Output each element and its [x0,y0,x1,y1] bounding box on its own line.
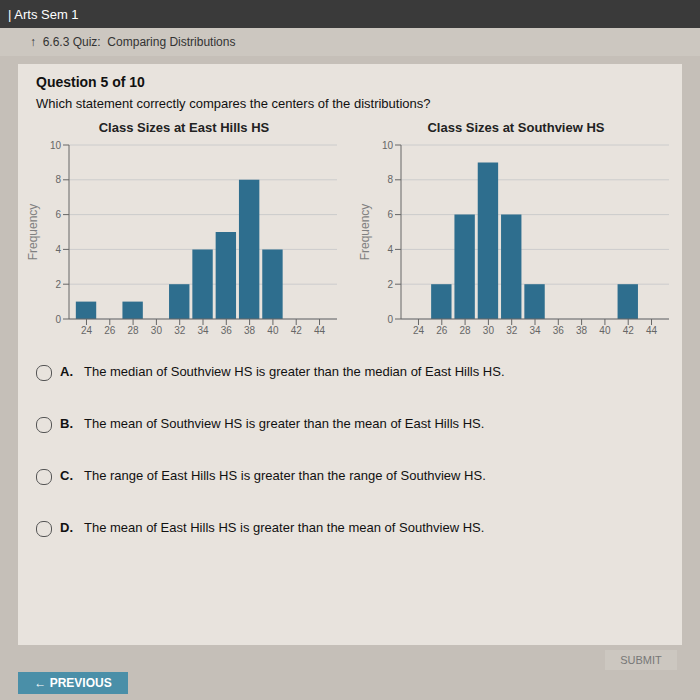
svg-text:34: 34 [197,325,209,336]
html-text:The mean of Southview HS is gr: The mean of Southview HS is greater than… [84,416,485,431]
svg-text:8: 8 [387,174,393,185]
svg-text:10: 10 [382,140,394,151]
svg-text:Frequency: Frequency [358,204,372,261]
svg-text:26: 26 [104,325,116,336]
svg-text:4: 4 [55,244,61,255]
html-text:The median of Southview HS is: The median of Southview HS is greater th… [84,364,505,379]
html-text:The range of East Hills HS is: The range of East Hills HS is greater th… [84,468,486,483]
svg-text:6: 6 [55,209,61,220]
html-text:↑ 6.6.3 Quiz: Comparing Distri: ↑ 6.6.3 Quiz: Comparing Distributions [30,35,236,49]
svg-text:44: 44 [646,325,658,336]
svg-text:32: 32 [506,325,518,336]
svg-text:38: 38 [576,325,588,336]
html-text:D.: D. [60,520,73,535]
svg-text:40: 40 [267,325,279,336]
html-text:The mean of East Hills HS is g: The mean of East Hills HS is greater tha… [84,520,485,535]
html-text:| Arts Sem 1: | Arts Sem 1 [8,6,79,22]
svg-text:0: 0 [55,314,61,325]
svg-text:2: 2 [387,279,393,290]
svg-text:34: 34 [529,325,541,336]
html-text:SUBMIT: SUBMIT [620,654,662,666]
html-text:B.: B. [60,416,73,431]
svg-text:28: 28 [460,325,472,336]
svg-text:6: 6 [387,209,393,220]
svg-text:30: 30 [151,325,163,336]
html-text:← PREVIOUS: ← PREVIOUS [34,676,112,690]
svg-text:30: 30 [483,325,495,336]
svg-text:0: 0 [387,314,393,325]
svg-text:40: 40 [599,325,611,336]
html-text:C.: C. [60,468,73,483]
svg-text:42: 42 [291,325,303,336]
html-text:A.: A. [60,364,73,379]
svg-text:28: 28 [128,325,140,336]
svg-text:44: 44 [314,325,326,336]
svg-text:4: 4 [387,244,393,255]
svg-text:42: 42 [623,325,635,336]
html-text:Class Sizes at East Hills HS: Class Sizes at East Hills HS [98,120,270,135]
svg-text:36: 36 [553,325,565,336]
svg-text:8: 8 [55,174,61,185]
svg-text:24: 24 [413,325,425,336]
svg-text:26: 26 [436,325,448,336]
svg-text:Frequency: Frequency [26,204,40,261]
svg-text:24: 24 [81,325,93,336]
svg-text:36: 36 [221,325,233,336]
svg-text:38: 38 [244,325,256,336]
html-text:Class Sizes at Southview HS: Class Sizes at Southview HS [427,120,605,135]
html-text:Which statement correctly comp: Which statement correctly compares the c… [36,96,431,111]
svg-text:32: 32 [174,325,186,336]
svg-text:2: 2 [55,279,61,290]
svg-text:10: 10 [50,140,62,151]
html-text:Question 5 of 10: Question 5 of 10 [36,74,145,90]
